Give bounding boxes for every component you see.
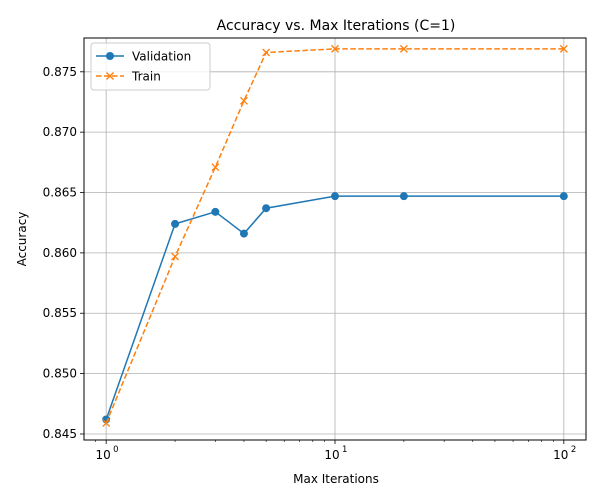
legend: Validation Train xyxy=(90,42,211,91)
y-tick-label: 0.860 xyxy=(43,246,77,260)
legend-marker-validation xyxy=(106,52,114,60)
y-axis-label: Accuracy xyxy=(15,212,29,267)
x-tick-label: 10 xyxy=(96,448,111,462)
y-tick-label: 0.870 xyxy=(43,125,77,139)
y-tick-label: 0.855 xyxy=(43,306,77,320)
data-point-validation xyxy=(399,192,408,201)
x-marker-stroke xyxy=(331,44,339,53)
x-tick-label: 10 xyxy=(553,448,568,462)
x-marker-stroke xyxy=(106,72,114,80)
x-tick-label-exponent: 2 xyxy=(571,445,576,455)
data-point-validation xyxy=(262,204,271,213)
data-point-train xyxy=(331,44,339,53)
series-line-train xyxy=(105,48,564,424)
data-point-validation xyxy=(211,207,220,216)
legend-label-train: Train xyxy=(131,70,161,84)
y-tick-label: 0.845 xyxy=(43,427,77,441)
x-marker-stroke xyxy=(262,48,271,57)
legend-box xyxy=(90,42,211,91)
y-tick-label: 0.875 xyxy=(43,65,77,79)
data-point-validation xyxy=(239,229,248,238)
series-layer xyxy=(102,44,568,428)
data-point-validation xyxy=(331,192,339,201)
x-marker-stroke xyxy=(559,44,568,53)
x-tick-label: 10 xyxy=(324,448,339,462)
series-line-validation xyxy=(105,195,564,420)
data-point-train xyxy=(211,163,220,172)
x-marker-stroke xyxy=(239,96,248,105)
data-point-validation xyxy=(559,192,568,201)
data-point-train xyxy=(399,44,408,53)
x-marker-stroke xyxy=(211,163,220,172)
x-marker-stroke xyxy=(171,252,180,261)
x-marker-stroke xyxy=(399,44,408,53)
data-point-train xyxy=(171,252,180,261)
x-tick-label-exponent: 1 xyxy=(342,445,347,455)
x-marker-stroke xyxy=(102,419,111,428)
y-tick-label: 0.865 xyxy=(43,186,77,200)
x-axis-label: Max Iterations xyxy=(293,472,379,486)
legend-marker-train xyxy=(106,72,114,80)
data-point-train xyxy=(239,96,248,105)
data-point-train xyxy=(262,48,271,57)
chart-title: Accuracy vs. Max Iterations (C=1) xyxy=(217,18,456,34)
data-point-validation xyxy=(171,219,180,228)
data-point-train xyxy=(559,44,568,53)
legend-label-validation: Validation xyxy=(132,50,191,64)
data-point-train xyxy=(102,419,111,428)
x-tick-label-exponent: 0 xyxy=(113,445,118,455)
y-tick-label: 0.850 xyxy=(43,367,77,381)
